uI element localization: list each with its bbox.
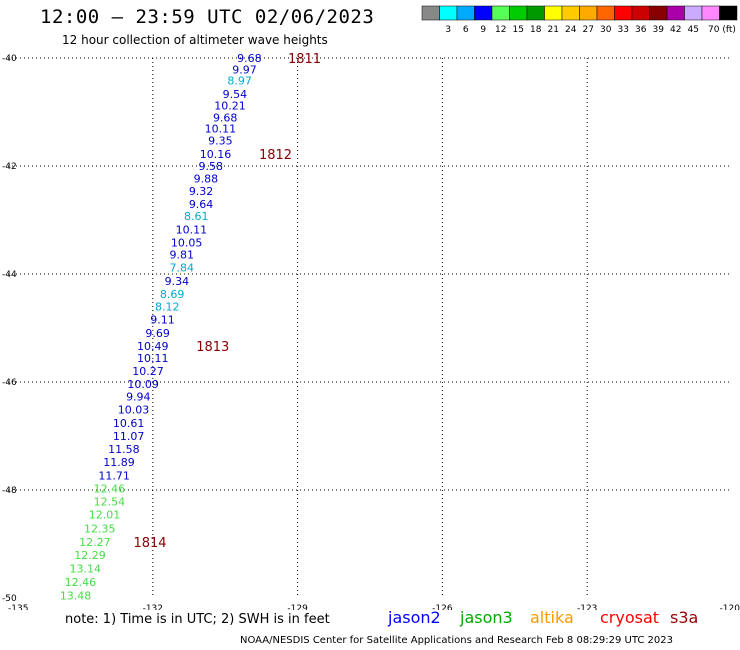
wave-height-value: 13.48 [60,589,92,602]
wave-height-value: 12.46 [94,482,126,495]
satellite-label-s3a: s3a [670,608,699,627]
wave-height-value: 10.16 [200,148,232,161]
wave-height-value: 10.27 [132,365,164,378]
wave-height-value: 10.03 [118,404,150,417]
legend-label: 6 [463,25,469,35]
wave-height-value: 9.68 [213,111,238,124]
lat-tick-label: -44 [2,270,17,280]
wave-height-value: 12.29 [74,549,106,562]
wave-height-value: 9.68 [237,52,262,65]
wave-height-value: 9.54 [223,88,248,101]
lon-tick-label: -120 [720,604,740,610]
wave-height-value: 9.88 [194,172,219,185]
wave-height-value: 10.05 [171,237,203,250]
legend-label: 70 (ft) [708,25,736,35]
legend-label: 33 [618,25,629,35]
wave-height-value: 9.11 [150,313,175,326]
wave-height-value: 12.01 [89,508,121,521]
wave-height-value: 10.49 [137,340,169,353]
pass-time-label: 1814 [133,536,166,551]
satellite-label-cryosat: cryosat [600,608,660,627]
legend-label: 3 [445,25,451,35]
wave-height-value: 11.71 [98,469,130,482]
lat-tick-label: -40 [2,54,17,64]
satellite-label-altika: altika [530,608,574,627]
wave-height-value: 8.61 [184,210,209,223]
legend-label: 27 [583,25,594,35]
legend-label: 42 [670,25,681,35]
wave-height-value: 8.97 [227,75,252,88]
lon-tick-label: -129 [287,604,308,610]
lon-tick-label: -123 [577,604,597,610]
wave-height-value: 11.89 [103,456,135,469]
lon-tick-label: -126 [432,604,453,610]
pass-time-label: 1813 [196,340,229,355]
wave-height-value: 9.35 [208,135,233,148]
wave-height-value: 10.11 [205,123,237,136]
legend-label: 24 [565,25,577,35]
wave-height-value: 10.11 [137,352,169,365]
wave-height-value: 12.35 [84,522,116,535]
wave-height-value: 11.07 [113,430,145,443]
wave-height-value: 7.84 [170,262,195,275]
lat-tick-label: -48 [2,486,17,496]
legend-label: 36 [635,25,647,35]
legend-label: 30 [600,25,612,35]
wave-height-value: 9.69 [145,327,170,340]
wave-height-value: 10.11 [176,224,208,237]
lon-tick-label: -132 [143,604,163,610]
wave-height-value: 12.54 [94,495,126,508]
pass-time-label: 1812 [259,148,292,163]
wave-height-value: 9.32 [189,185,214,198]
footer-note: note: 1) Time is in UTC; 2) SWH is in fe… [65,612,330,627]
lat-tick-label: -50 [2,594,17,604]
satellite-label-jason2: jason2 [388,608,441,627]
wave-height-value: 11.58 [108,443,140,456]
page-title: 12:00 – 23:59 UTC 02/06/2023 [40,6,375,28]
wave-height-value: 8.69 [160,288,185,301]
wave-height-value: 10.09 [127,378,159,391]
wave-height-value: 9.94 [126,391,151,404]
legend-label: 18 [530,25,542,35]
legend-label: 9 [480,25,486,35]
legend-label: 39 [653,25,665,35]
satellite-label-jason3: jason3 [460,608,513,627]
wave-height-value: 8.12 [155,300,180,313]
lon-tick-label: -135 [8,604,28,610]
wave-height-value: 12.46 [65,576,97,589]
legend-label: 21 [548,25,559,35]
wave-height-value: 9.34 [165,275,190,288]
wave-height-value: 12.27 [79,536,111,549]
page-subtitle: 12 hour collection of altimeter wave hei… [62,33,328,47]
wave-height-value: 13.14 [69,562,101,575]
lat-tick-label: -46 [2,378,17,388]
color-legend: 3 6 9 12 15 18 21 24 27 30 33 36 39 42 45 70 (ft) [421,5,738,35]
legend-label: 15 [513,25,524,35]
footer-credit: NOAA/NESDIS Center for Satellite Applica… [240,635,673,646]
legend-label: 45 [688,25,699,35]
pass-time-label: 1811 [288,52,321,67]
wave-height-map: -135 -132 -129 -126 -123 -120 -40 -42 -44 -46 -48 -… [2,52,740,610]
legend-label: 12 [495,25,506,35]
wave-height-value: 9.97 [232,63,257,76]
wave-height-value: 9.81 [170,249,195,262]
wave-height-value: 9.58 [198,160,223,173]
legend-swatch [719,5,738,21]
wave-height-value: 9.64 [189,198,214,211]
wave-height-value: 10.61 [113,417,145,430]
lat-tick-label: -42 [2,162,17,172]
wave-height-value: 10.21 [214,100,246,113]
